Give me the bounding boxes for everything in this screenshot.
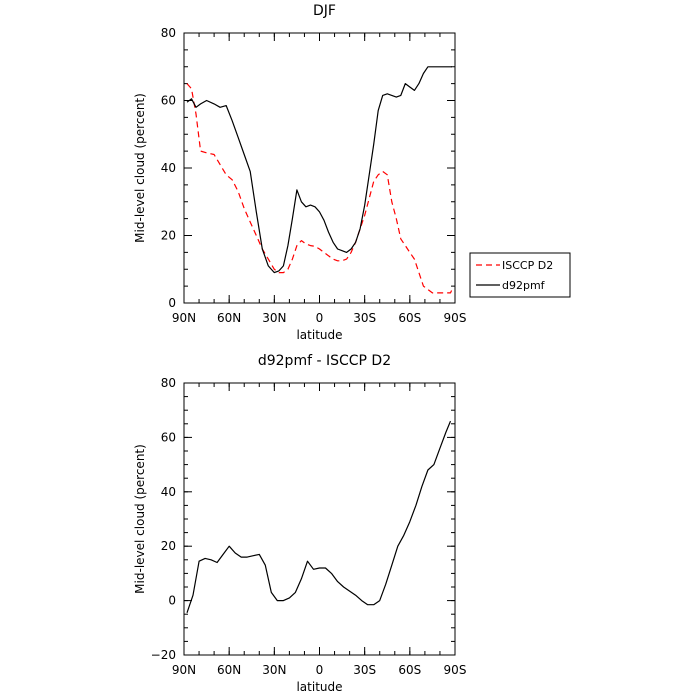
y-tick-label: 20 bbox=[161, 539, 176, 553]
x-tick-label: 0 bbox=[316, 663, 324, 677]
x-axis-label: latitude bbox=[296, 328, 342, 342]
legend-label: d92pmf bbox=[502, 279, 546, 292]
series-line-d92pmf bbox=[186, 66, 452, 274]
legend-box bbox=[469, 252, 571, 298]
x-tick-label: 60N bbox=[217, 663, 241, 677]
y-tick-label: 80 bbox=[161, 26, 176, 40]
x-tick-label: 90N bbox=[172, 663, 196, 677]
x-tick-label: 30N bbox=[262, 663, 286, 677]
y-tick-label: 60 bbox=[161, 94, 176, 108]
y-tick-label: 80 bbox=[161, 376, 176, 390]
y-tick-label: −20 bbox=[151, 648, 176, 662]
x-tick-label: 60N bbox=[217, 311, 241, 325]
x-tick-label: 90N bbox=[172, 311, 196, 325]
plot-frame bbox=[183, 382, 456, 656]
y-tick-label: 20 bbox=[161, 229, 176, 243]
plot-frame bbox=[183, 32, 456, 304]
x-tick-label: 60S bbox=[398, 663, 421, 677]
x-tick-label: 90S bbox=[444, 663, 467, 677]
y-tick-label: 0 bbox=[168, 594, 176, 608]
x-tick-label: 30S bbox=[353, 663, 376, 677]
x-tick-label: 30S bbox=[353, 311, 376, 325]
x-tick-label: 90S bbox=[444, 311, 467, 325]
y-tick-label: 0 bbox=[168, 296, 176, 310]
y-tick-label: 40 bbox=[161, 161, 176, 175]
legend-label: ISCCP D2 bbox=[502, 259, 553, 272]
y-tick-label: 60 bbox=[161, 430, 176, 444]
x-tick-label: 0 bbox=[316, 311, 324, 325]
chart-title: DJF bbox=[313, 3, 336, 19]
y-axis-label: Mid-level cloud (percent) bbox=[133, 444, 147, 594]
series-line-isccp-d2 bbox=[186, 83, 453, 294]
x-tick-label: 30N bbox=[262, 311, 286, 325]
x-tick-label: 60S bbox=[398, 311, 421, 325]
chart-title: d92pmf - ISCCP D2 bbox=[258, 353, 391, 369]
y-axis-label: Mid-level cloud (percent) bbox=[133, 93, 147, 243]
y-tick-label: 40 bbox=[161, 485, 176, 499]
x-axis-label: latitude bbox=[296, 680, 342, 694]
difference-series-line bbox=[186, 420, 452, 613]
